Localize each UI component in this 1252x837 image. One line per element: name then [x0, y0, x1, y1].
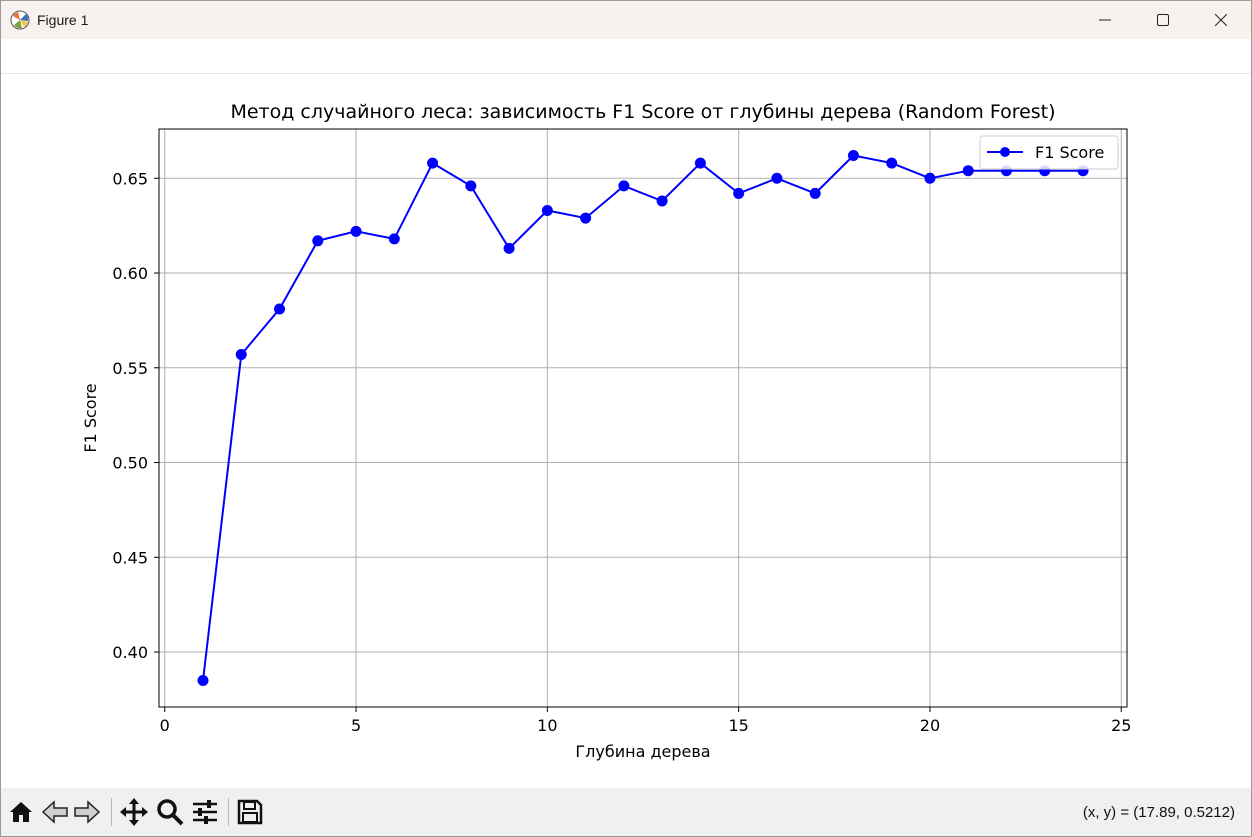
plot-canvas[interactable]: 0 5 10 15 20 25 0.40 0.45 0.50 0.55 0.60 0.65 Метод…	[1, 74, 1251, 788]
data-point	[350, 225, 362, 237]
back-button[interactable]	[39, 796, 71, 828]
y-tick-label: 0.40	[112, 643, 148, 662]
sliders-icon	[193, 800, 217, 824]
line-chart[interactable]: 0 5 10 15 20 25 0.40 0.45 0.50 0.55 0.60 0.65 Метод…	[1, 74, 1251, 788]
data-point	[541, 204, 553, 216]
data-point	[235, 349, 247, 361]
close-button[interactable]	[1192, 1, 1250, 39]
data-point	[427, 157, 439, 169]
configure-subplots-button[interactable]	[189, 796, 221, 828]
legend-box	[979, 135, 1119, 170]
magnifier-icon	[157, 799, 184, 826]
data-point	[388, 233, 400, 245]
x-axis-label: Глубина дерева	[575, 742, 710, 761]
window-title: Figure 1	[37, 12, 89, 28]
x-tick-label: 10	[537, 716, 557, 735]
arrow-right-icon	[74, 800, 101, 824]
axes-frame	[158, 128, 1128, 708]
close-icon	[1215, 14, 1227, 26]
save-button[interactable]	[234, 796, 266, 828]
minimize-button[interactable]	[1076, 1, 1134, 39]
toolbar-separator	[228, 798, 229, 826]
menu-strip	[1, 39, 1251, 74]
legend-marker-swatch	[1000, 147, 1010, 157]
arrow-left-icon	[41, 800, 68, 824]
move-icon	[120, 798, 148, 826]
data-point	[694, 157, 706, 169]
floppy-disk-icon	[237, 799, 263, 825]
data-point	[465, 180, 477, 192]
series-layer	[197, 150, 1089, 686]
data-point	[771, 172, 783, 184]
y-tick-label: 0.60	[112, 264, 148, 283]
data-point	[924, 172, 936, 184]
title-bar[interactable]: Figure 1	[1, 1, 1251, 39]
navigation-toolbar: (x, y) = (17.89, 0.5212)	[1, 788, 1251, 836]
maximize-icon	[1157, 14, 1169, 26]
y-tick-label: 0.55	[112, 359, 148, 378]
home-button[interactable]	[5, 796, 37, 828]
matplotlib-logo-icon	[10, 10, 30, 30]
toolbar-separator	[111, 798, 112, 826]
x-tick-label: 15	[728, 716, 748, 735]
y-axis-label: F1 Score	[81, 383, 100, 452]
zoom-button[interactable]	[154, 796, 186, 828]
x-tick-label: 5	[351, 716, 361, 735]
home-icon	[10, 802, 32, 822]
legend[interactable]: F1 Score	[979, 135, 1119, 170]
data-point	[809, 187, 821, 199]
forward-button[interactable]	[71, 796, 103, 828]
y-tick-label: 0.45	[112, 548, 148, 567]
legend-label: F1 Score	[1035, 143, 1104, 162]
data-point	[962, 165, 974, 177]
y-tick-label: 0.65	[112, 169, 148, 188]
series-line	[202, 154, 1083, 681]
data-point	[312, 235, 324, 247]
x-tick-label: 25	[1111, 716, 1131, 735]
data-point	[274, 303, 286, 315]
maximize-button[interactable]	[1134, 1, 1192, 39]
data-point	[733, 187, 745, 199]
data-point	[580, 212, 592, 224]
data-point	[656, 195, 668, 207]
data-point	[503, 242, 515, 254]
chart-title: Метод случайного леса: зависимость F1 Sc…	[230, 101, 1055, 123]
x-tick-label: 0	[160, 716, 170, 735]
data-point	[197, 674, 209, 686]
data-point	[886, 157, 898, 169]
y-tick-label: 0.50	[112, 454, 148, 473]
pan-button[interactable]	[118, 796, 150, 828]
axis-ticks: 0 5 10 15 20 25 0.40 0.45 0.50 0.55 0.60 0.65	[112, 169, 1131, 735]
minimize-icon	[1099, 19, 1111, 21]
data-point	[618, 180, 630, 192]
cursor-coordinates: (x, y) = (17.89, 0.5212)	[1082, 804, 1235, 821]
x-tick-label: 20	[920, 716, 940, 735]
grid	[159, 129, 1127, 707]
data-point	[847, 150, 859, 162]
